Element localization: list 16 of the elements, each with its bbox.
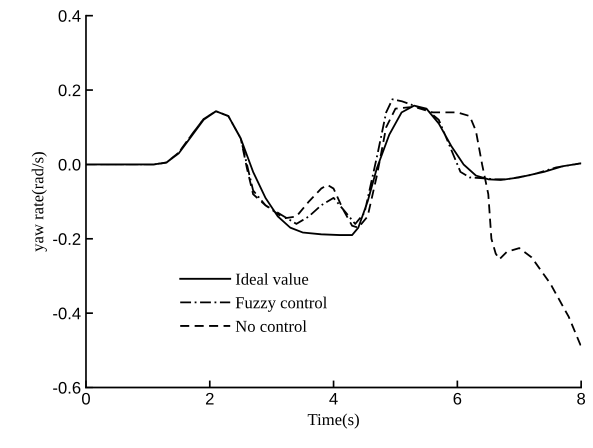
y-tick-label: 0.4 [58, 10, 81, 22]
x-tick-label: 0 [82, 392, 90, 405]
x-tick-label: 4 [329, 392, 338, 404]
y-tick-label: -0.4 [53, 308, 81, 320]
y-tick-label: 0.2 [58, 84, 80, 96]
y-tick-label: -0.6 [53, 382, 80, 394]
x-axis-title: Time(s) [308, 413, 359, 429]
legend-label: No control [236, 320, 307, 332]
x-tick-label: 8 [577, 392, 586, 405]
x-tick-label: 2 [206, 392, 214, 404]
legend-label: Ideal value [236, 273, 308, 285]
legend-label: Fuzzy control [236, 296, 327, 312]
y-axis-title: yaw rate(rad/s) [32, 152, 47, 252]
y-tick-label: -0.2 [53, 233, 80, 245]
y-tick-label: 0.0 [58, 158, 80, 171]
x-tick-label: 6 [454, 392, 462, 405]
